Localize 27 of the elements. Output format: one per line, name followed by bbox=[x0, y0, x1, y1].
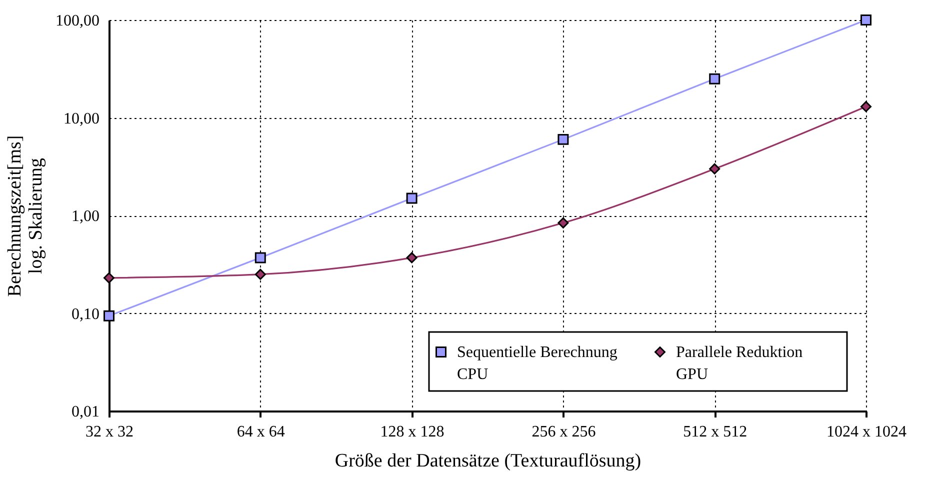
point bbox=[860, 14, 872, 26]
point bbox=[406, 252, 418, 264]
x-tick-label: 1024 x 1024 bbox=[826, 424, 906, 440]
point bbox=[104, 310, 114, 322]
point bbox=[104, 272, 114, 284]
y-tick-label: 1,00 bbox=[72, 208, 100, 225]
point bbox=[709, 163, 720, 174]
x-axis-title: Größe der Datensätze (Texturauflösung) bbox=[334, 450, 642, 472]
point bbox=[254, 252, 266, 264]
point bbox=[406, 192, 418, 204]
x-tick-label: 32 x 32 bbox=[86, 424, 134, 440]
x-tick-label: 256 x 256 bbox=[532, 424, 596, 440]
x-tick-label: 128 x 128 bbox=[380, 424, 444, 440]
point bbox=[558, 134, 569, 145]
y-tick-label: 100,00 bbox=[56, 12, 100, 30]
x-tick-label: 512 x 512 bbox=[683, 424, 748, 440]
legend-label: Sequentielle Berechnung CPU bbox=[457, 344, 618, 383]
y-tick-label: 0,10 bbox=[72, 306, 100, 323]
x-tick-label: 64 x 64 bbox=[236, 424, 285, 440]
y-tick-label: 0,01 bbox=[72, 404, 100, 420]
y-axis-title: Berechnungszeit[ms] log. Skalierung bbox=[4, 135, 46, 297]
legend-label: Parallele Reduktion GPU bbox=[676, 344, 803, 383]
y-tick-label: 10,00 bbox=[64, 110, 100, 128]
point bbox=[860, 101, 872, 112]
point bbox=[709, 73, 720, 84]
point bbox=[254, 268, 266, 280]
point bbox=[558, 217, 569, 228]
